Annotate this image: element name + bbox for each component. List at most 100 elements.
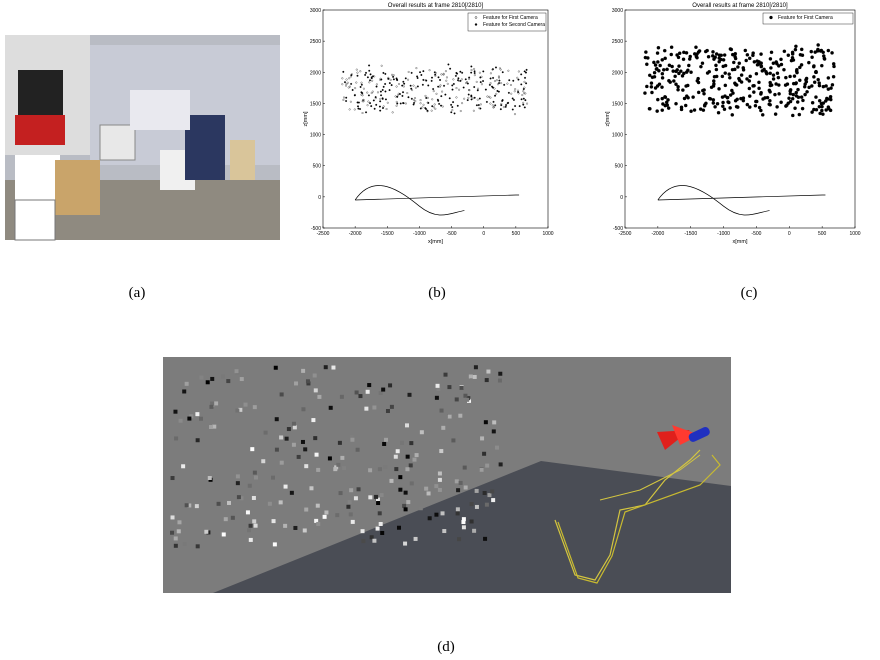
feature-point [452,89,454,91]
feature-patch [174,544,178,548]
feature-point [379,106,381,108]
feature-point [502,71,504,73]
feature-point [416,76,418,78]
feature-patch [487,493,491,497]
feature-patch [274,366,278,370]
feature-point [776,105,779,108]
feature-patch [231,516,235,520]
feature-point [798,79,801,82]
feature-point [748,57,751,60]
feature-patch [252,496,256,500]
x-axis-label: x[mm] [733,239,748,245]
feature-patch [301,369,305,373]
feature-point [665,68,668,71]
feature-point [714,105,717,108]
feature-point [656,84,659,87]
feature-point [780,63,783,66]
feature-point [507,102,509,104]
feature-point [810,84,813,87]
feature-patch [498,379,502,383]
feature-point [420,108,422,110]
feature-patch [400,441,404,445]
feature-point [664,57,667,60]
feature-point [709,97,712,100]
feature-point [425,97,427,99]
feature-point [718,54,721,57]
feature-point [757,81,760,84]
feature-point [431,77,433,79]
feature-point [513,99,515,101]
feature-patch [397,526,401,530]
feature-patch [284,485,288,489]
feature-patch [342,466,346,470]
feature-point [715,75,718,78]
feature-point [712,101,715,104]
feature-patch [222,532,226,536]
x-tick-label: 0 [482,231,485,237]
feature-patch [406,455,410,459]
feature-patch [185,382,189,386]
feature-point [820,109,823,112]
feature-point [368,70,370,72]
feature-patch [316,504,320,508]
feature-point [675,53,678,56]
feature-point [480,81,482,83]
feature-patch [427,491,431,495]
feature-point [359,108,361,110]
feature-point [793,107,796,110]
feature-point [814,95,817,98]
feature-patch [456,511,460,515]
feature-patch [279,500,283,504]
feature-point [783,50,786,53]
feature-point [792,93,795,96]
feature-patch [304,508,308,512]
feature-point [823,57,826,60]
feature-point [379,100,381,102]
feature-point [695,52,698,55]
feature-point [722,58,725,61]
feature-point [656,60,659,63]
feature-point [811,101,814,104]
feature-point [694,46,697,49]
feature-patch [253,405,257,409]
feature-patch [439,449,443,453]
feature-patch [324,365,328,369]
feature-patch [313,436,317,440]
feature-point [512,98,514,100]
feature-point [663,49,666,52]
feature-patch [315,453,319,457]
feature-point [661,72,664,75]
feature-point [818,105,821,108]
feature-point [696,79,699,82]
feature-patch [294,381,298,385]
feature-patch [383,465,387,469]
feature-patch [405,467,409,471]
feature-point [393,79,395,81]
feature-point [729,106,732,109]
feature-point [689,55,692,58]
feature-patch [378,467,382,471]
feature-point [829,98,832,101]
feature-point [795,94,798,97]
feature-patch [380,531,384,535]
feature-patch [199,376,203,380]
feature-point [703,88,706,91]
feature-patch [316,468,320,472]
feature-patch [351,520,355,524]
feature-point [351,74,353,76]
feature-point [489,84,491,86]
panel-label: (c) [741,285,758,301]
feature-point [428,102,430,104]
y-tick-label: 1000 [612,133,623,139]
feature-point [650,91,653,94]
feature-patch [405,423,409,427]
feature-point [832,65,835,68]
feature-point [706,71,709,74]
feature-patch [303,447,307,451]
feature-patch [209,425,213,429]
feature-point [769,84,772,87]
feature-patch [409,441,413,445]
feature-point [476,104,478,106]
feature-point [775,82,778,85]
feature-patch [482,452,486,456]
